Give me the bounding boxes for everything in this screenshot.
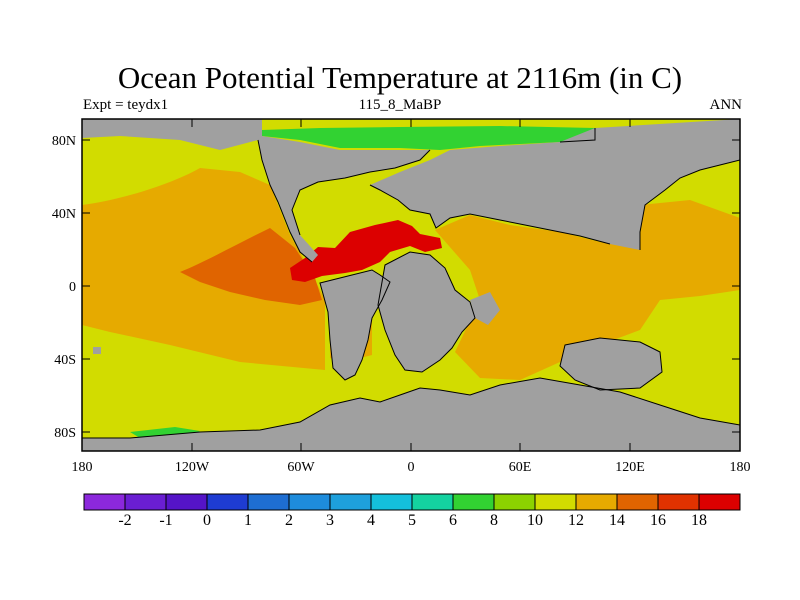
season-label: ANN	[709, 97, 743, 113]
coastlines	[82, 128, 740, 439]
colorbar-swatch	[698, 493, 741, 511]
colorbar-label: 0	[203, 512, 211, 529]
experiment-label: Expt = teydx1	[83, 97, 169, 113]
colorbar-label: 16	[650, 512, 666, 529]
y-tick-label: 40S	[54, 353, 76, 368]
x-tick-label: 120E	[615, 460, 645, 475]
x-tick-label: 180	[72, 460, 93, 475]
land-pacific-island	[93, 347, 101, 354]
colorbar-label: 1	[244, 512, 252, 529]
ocean-18-tethys	[290, 220, 442, 282]
land-north-america	[82, 119, 430, 262]
colorbar	[83, 493, 741, 511]
x-tick-label: 180	[730, 460, 751, 475]
x-axis-labels: 180 120W 60W 0 60E 120E 180	[72, 460, 751, 475]
colorbar-label: 6	[449, 512, 457, 529]
y-tick-label: 80N	[52, 134, 76, 149]
tick-marks	[81, 119, 741, 451]
colorbar-label: 10	[527, 512, 543, 529]
colorbar-swatch	[411, 493, 454, 511]
colorbar-swatch	[534, 493, 577, 511]
period-label: 115_8_MaBP	[358, 97, 442, 113]
land-antarctica	[82, 378, 740, 451]
colorbar-swatch	[370, 493, 413, 511]
colorbar-labels: -2 -1 0 1 2 3 4 5 6 8 10 12 14 16 18	[118, 512, 707, 529]
land-australia	[560, 338, 662, 390]
colorbar-swatch	[124, 493, 167, 511]
land-masses	[82, 119, 740, 451]
colorbar-swatch	[493, 493, 536, 511]
colorbar-label: -1	[159, 512, 172, 529]
colorbar-label: 3	[326, 512, 334, 529]
colorbar-swatch	[83, 493, 126, 511]
y-axis-labels: 80N 40N 0 40S 80S	[52, 134, 76, 441]
land-south-america	[320, 270, 390, 380]
x-tick-label: 0	[408, 460, 415, 475]
ocean-16-pacific	[180, 228, 322, 305]
y-tick-label: 0	[69, 280, 76, 295]
y-tick-label: 80S	[54, 426, 76, 441]
colorbar-label: 8	[490, 512, 498, 529]
colorbar-label: 12	[568, 512, 584, 529]
x-tick-label: 120W	[175, 460, 210, 475]
colorbar-swatch	[288, 493, 331, 511]
colorbar-swatch	[206, 493, 249, 511]
land-africa	[378, 252, 475, 372]
colorbar-swatch	[247, 493, 290, 511]
colorbar-label: 14	[609, 512, 625, 529]
colorbar-swatch	[165, 493, 208, 511]
ocean-8-arctic	[262, 126, 595, 150]
colorbar-swatch	[575, 493, 618, 511]
ocean-14-indian	[435, 200, 740, 380]
colorbar-label: 4	[367, 512, 375, 529]
land-india	[470, 292, 500, 325]
land-eurasia	[370, 119, 740, 250]
colorbar-swatch	[452, 493, 495, 511]
colorbar-swatch	[616, 493, 659, 511]
colorbar-swatch	[329, 493, 372, 511]
x-tick-label: 60W	[287, 460, 315, 475]
y-tick-label: 40N	[52, 207, 76, 222]
colorbar-label: 18	[691, 512, 707, 529]
colorbar-label: -2	[118, 512, 131, 529]
colorbar-label: 2	[285, 512, 293, 529]
x-tick-label: 60E	[509, 460, 532, 475]
colorbar-label: 5	[408, 512, 416, 529]
colorbar-swatch	[657, 493, 700, 511]
map-title: Ocean Potential Temperature at 2116m (in…	[117, 60, 683, 95]
